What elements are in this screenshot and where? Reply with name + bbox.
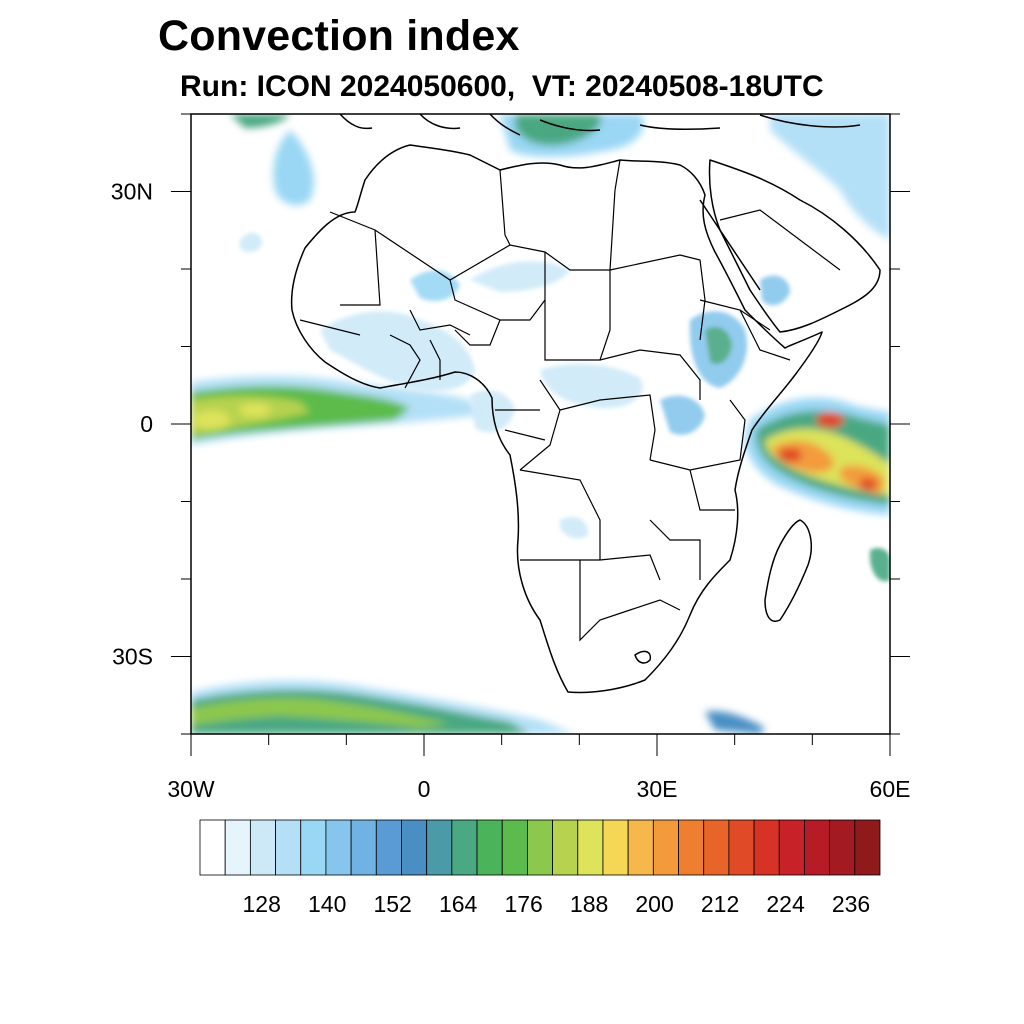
convection-field [191, 114, 890, 734]
colorbar-swatch [552, 819, 579, 876]
colorbar-swatch [804, 819, 831, 876]
indian-ocean-convection [745, 397, 890, 515]
colorbar-label: 212 [701, 891, 739, 917]
colorbar-swatch [300, 819, 327, 876]
colorbar-swatch [325, 819, 352, 876]
colorbar-label: 140 [308, 891, 346, 917]
lon-label: 60E [870, 776, 911, 802]
colorbar-swatch [451, 819, 478, 876]
colorbar-swatch [527, 819, 553, 876]
colorbar-swatch [627, 819, 654, 876]
lat-label: 30S [112, 644, 153, 670]
colorbar-swatch [678, 819, 705, 876]
lat-label: 30N [111, 179, 153, 205]
colorbar-swatch [224, 819, 251, 876]
colorbar-label: 152 [373, 891, 411, 917]
colorbar-swatch [703, 819, 730, 876]
colorbar-swatch [652, 819, 679, 876]
colorbar-swatch [602, 819, 629, 876]
african-convection [240, 232, 890, 582]
lat-label: 0 [140, 411, 153, 437]
colorbar-swatch [275, 819, 302, 876]
colorbar-label: 128 [243, 891, 281, 917]
colorbar-label: 200 [635, 891, 673, 917]
axis-ticks [171, 113, 910, 756]
atlantic-convection-band [191, 375, 480, 445]
colorbar-swatch [577, 819, 604, 876]
country-borders [299, 159, 841, 642]
colorbar-label: 236 [832, 891, 870, 917]
colorbar-swatch [778, 819, 805, 876]
colorbar-label: 188 [570, 891, 608, 917]
colorbar-swatch [728, 819, 755, 876]
map-title: Convection index [158, 12, 520, 60]
northern-convection [230, 114, 890, 240]
colorbar-swatch [854, 819, 881, 876]
colorbar-label: 176 [504, 891, 542, 917]
lon-label: 30E [637, 776, 678, 802]
axis-labels: 30N 0 30S 30W 0 30E 60E [111, 179, 911, 803]
colorbar-swatch [753, 819, 780, 876]
colorbar-swatch [199, 819, 226, 876]
colorbar [199, 819, 881, 876]
lon-label: 30W [167, 776, 215, 802]
colorbar-swatch [426, 819, 453, 876]
colorbar-label: 164 [439, 891, 478, 917]
colorbar-swatch [350, 819, 377, 876]
lon-label: 0 [418, 776, 431, 802]
map-subtitle: Run: ICON 2024050600, VT: 20240508-18UTC [180, 70, 824, 103]
colorbar-swatch [829, 819, 856, 876]
colorbar-swatch [249, 819, 276, 876]
southern-ocean-band [191, 680, 765, 734]
colorbar-swatch [401, 819, 428, 876]
colorbar-label: 224 [766, 891, 805, 917]
colorbar-swatch [501, 819, 528, 876]
coastlines [290, 113, 881, 694]
colorbar-labels: 128 140 152 164 176 188 200 212 224 236 [243, 891, 871, 917]
colorbar-swatch [476, 819, 503, 876]
colorbar-swatch [375, 819, 402, 876]
